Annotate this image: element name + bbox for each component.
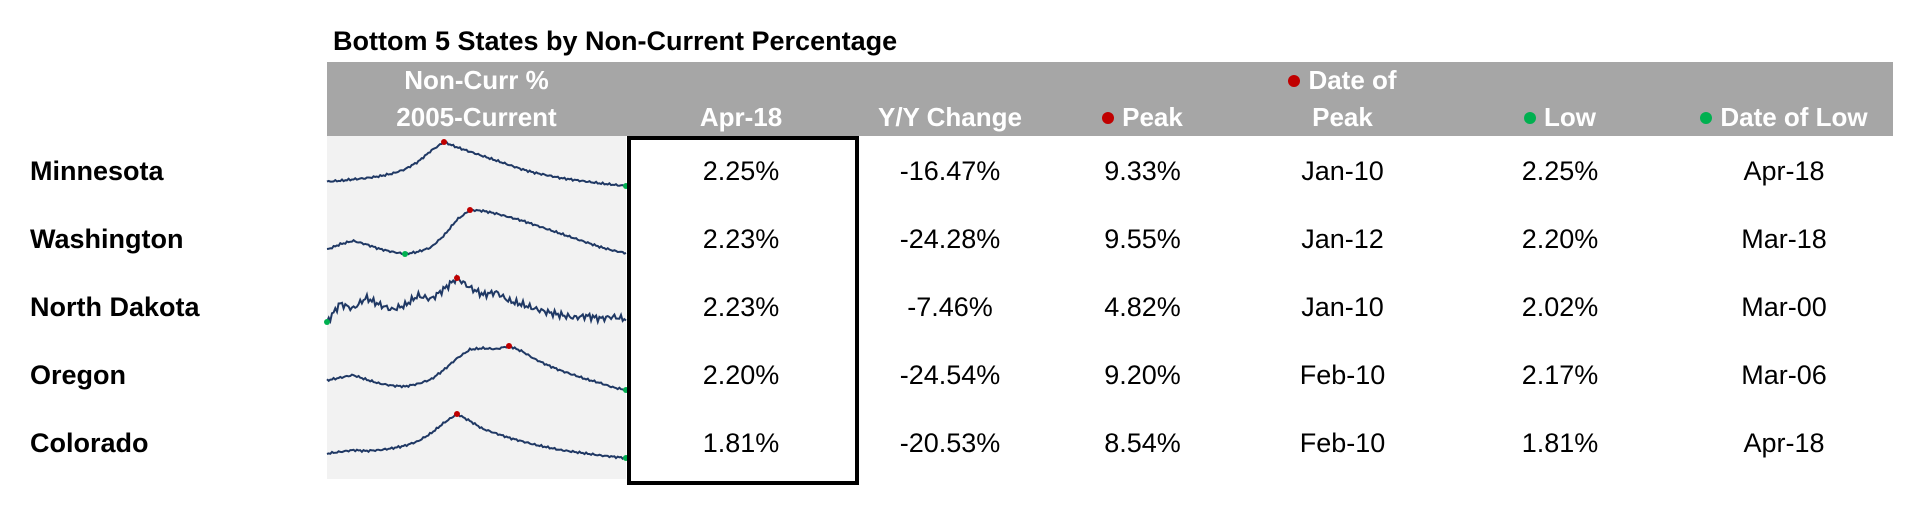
- peak-value: 9.33%: [1104, 156, 1181, 186]
- sparkline: [324, 274, 627, 326]
- sparkline-series: [326, 208, 627, 256]
- yy-change-value: -16.47%: [899, 156, 1001, 186]
- current-column-highlight: [627, 136, 859, 485]
- sparkline-column-background: [327, 136, 626, 479]
- state-label: Colorado: [30, 428, 149, 458]
- sparkline-series: [326, 412, 627, 461]
- low-value: 2.20%: [1521, 224, 1599, 254]
- low-date-value: Apr-18: [1743, 428, 1825, 458]
- sparkline-series: [326, 141, 627, 188]
- sparkline: [326, 207, 627, 257]
- header-yy-change: Y/Y Change: [877, 102, 1022, 132]
- peak-date-value: Jan-12: [1301, 224, 1384, 254]
- low-value: 2.25%: [1521, 156, 1599, 186]
- header-peak: Peak: [1045, 99, 1240, 136]
- yy-change-value: -24.28%: [899, 224, 1001, 254]
- sparkline-peak-point: [454, 275, 460, 281]
- peak-marker-icon: [1288, 75, 1301, 87]
- sparkline-series: [326, 344, 627, 392]
- peak-value: 9.55%: [1104, 224, 1181, 254]
- state-label: North Dakota: [30, 292, 200, 322]
- peak-date-value: Jan-10: [1301, 156, 1384, 186]
- sparkline-peak-point: [506, 343, 512, 349]
- current-value: 2.23%: [702, 292, 780, 322]
- header-current: Apr-18: [699, 102, 783, 132]
- low-marker-icon: [1524, 112, 1536, 124]
- header-date-of-low: Date of Low: [1675, 99, 1893, 136]
- current-value: 2.20%: [702, 360, 780, 390]
- peak-value: 4.82%: [1104, 292, 1181, 322]
- current-value: 1.81%: [702, 428, 780, 458]
- state-label: Minnesota: [30, 156, 164, 186]
- peak-date-value: Feb-10: [1299, 360, 1386, 390]
- current-value: 2.23%: [702, 224, 780, 254]
- peak-marker-icon: [1102, 112, 1115, 124]
- low-date-value: Mar-18: [1741, 224, 1827, 254]
- sparkline-peak-point: [454, 411, 460, 417]
- peak-date-value: Jan-10: [1301, 292, 1384, 322]
- sparkline-peak-point: [467, 207, 473, 213]
- low-value: 2.17%: [1521, 360, 1599, 390]
- low-date-value: Apr-18: [1743, 156, 1825, 186]
- state-label: Washington: [30, 224, 184, 254]
- low-value: 1.81%: [1521, 428, 1599, 458]
- table-title: Bottom 5 States by Non-Current Percentag…: [333, 26, 898, 56]
- low-date-value: Mar-06: [1741, 360, 1827, 390]
- sparkline-low-point: [324, 319, 330, 325]
- low-marker-icon: [1700, 112, 1713, 124]
- sparkline: [326, 343, 629, 393]
- state-label: Oregon: [30, 360, 127, 390]
- sparkline: [326, 411, 629, 461]
- header-date-of-peak: Date of Peak: [1240, 62, 1445, 136]
- low-value: 2.02%: [1521, 292, 1599, 322]
- peak-date-value: Feb-10: [1299, 428, 1386, 458]
- sparkline: [326, 139, 629, 189]
- peak-value: 8.54%: [1104, 428, 1181, 458]
- sparkline-low-point: [402, 251, 408, 257]
- low-date-value: Mar-00: [1741, 292, 1827, 322]
- sparkline-series: [326, 274, 627, 326]
- header-sparkline: Non-Curr % 2005-Current: [396, 65, 557, 132]
- yy-change-value: -24.54%: [899, 360, 1001, 390]
- header-low: Low: [1445, 99, 1675, 136]
- sparkline-peak-point: [441, 139, 447, 145]
- yy-change-value: -20.53%: [899, 428, 1001, 458]
- current-value: 2.25%: [702, 156, 780, 186]
- peak-value: 9.20%: [1104, 360, 1181, 390]
- yy-change-value: -7.46%: [907, 292, 993, 322]
